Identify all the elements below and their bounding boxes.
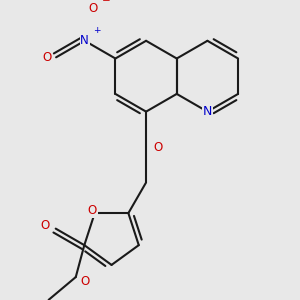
Text: −: − [102,0,111,6]
Text: N: N [203,105,212,118]
Text: O: O [81,275,90,288]
Text: O: O [88,204,97,217]
Text: N: N [80,34,89,47]
Text: O: O [89,2,98,15]
Text: O: O [153,141,163,154]
Text: +: + [93,26,100,35]
Text: O: O [42,51,51,64]
Text: O: O [40,219,50,232]
